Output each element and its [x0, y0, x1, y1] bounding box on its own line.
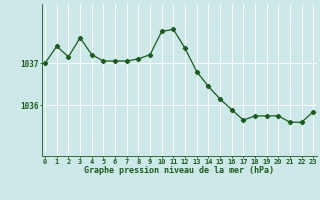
X-axis label: Graphe pression niveau de la mer (hPa): Graphe pression niveau de la mer (hPa) — [84, 166, 274, 175]
